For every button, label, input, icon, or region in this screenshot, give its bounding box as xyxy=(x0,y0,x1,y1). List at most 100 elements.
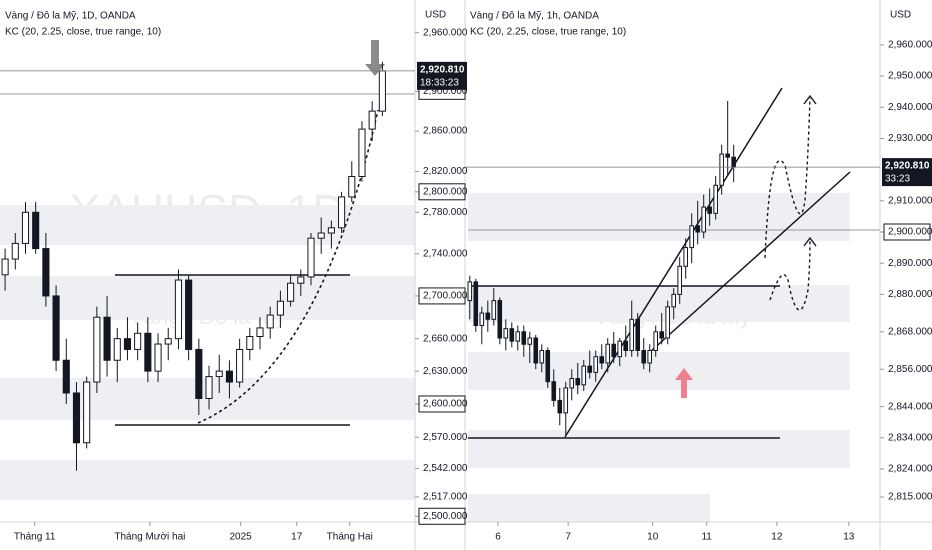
y-tick-label: 2,940.000 xyxy=(888,102,932,113)
candle-body xyxy=(719,153,724,186)
candle-body xyxy=(52,295,60,361)
candle-body xyxy=(266,314,274,329)
y-tick-label: 2,856.000 xyxy=(888,364,932,375)
candle-body xyxy=(701,206,706,233)
y-tick-label: 2,780.000 xyxy=(423,207,468,218)
tick-box xyxy=(418,287,466,305)
candle-body xyxy=(521,331,527,345)
candle-body xyxy=(611,343,617,358)
candle-body xyxy=(641,349,647,364)
candle-body xyxy=(113,338,121,361)
y-tick-label: 2,844.000 xyxy=(888,401,932,412)
y-tick-label: 2,820.000 xyxy=(423,166,468,177)
axis-layer: Vàng / Đô la Mỹ, 1D, OANDA KC (20, 2.25, … xyxy=(5,10,468,543)
price-label-box xyxy=(417,61,467,90)
price-label: 2,920.810 xyxy=(885,161,930,172)
candle-body xyxy=(707,206,712,214)
y-tick-label: 2,860.000 xyxy=(423,126,468,137)
candle-body xyxy=(378,70,386,112)
candle-body xyxy=(569,378,575,389)
candle-body xyxy=(551,381,557,401)
candle-body xyxy=(256,327,264,338)
candle-body xyxy=(185,279,193,350)
projection-head xyxy=(803,94,817,105)
candle-body xyxy=(307,237,315,278)
trend-line xyxy=(564,87,783,438)
currency: USD xyxy=(425,10,446,21)
candle-body xyxy=(368,110,376,130)
candle-body xyxy=(154,343,162,372)
candle-body xyxy=(134,332,142,350)
candle-body xyxy=(348,176,356,198)
curve xyxy=(197,109,379,424)
x-tick-label: 17 xyxy=(291,532,303,543)
y-tick-label: 2,880.000 xyxy=(888,289,932,300)
y-tick-label: 2,700.000 xyxy=(423,291,468,302)
candle-body xyxy=(195,348,203,399)
y-tick-label: 2,900.000 xyxy=(423,86,468,97)
plot-layer xyxy=(0,61,415,471)
candle-body xyxy=(205,376,213,399)
x-tick-label: 13 xyxy=(843,532,855,543)
countdown: 33:23 xyxy=(885,174,910,185)
x-tick-label: 7 xyxy=(565,532,571,543)
x-tick-label: 11 xyxy=(701,532,712,543)
candle-body xyxy=(276,300,284,316)
candle-body xyxy=(225,370,233,383)
candle-body xyxy=(545,349,551,383)
candle-body xyxy=(677,265,682,295)
zone xyxy=(0,276,415,320)
candle-body xyxy=(287,282,295,302)
up-arrow xyxy=(675,368,693,398)
candle-body xyxy=(509,328,515,342)
down-arrow xyxy=(365,40,385,76)
candle-body xyxy=(485,312,491,320)
candle-body xyxy=(647,349,653,364)
x-tick-label: 6 xyxy=(495,532,501,543)
candle-body xyxy=(11,242,19,260)
candle-body xyxy=(497,300,503,339)
candle-body xyxy=(215,370,223,378)
tick-box xyxy=(418,183,466,201)
indicator-label: KC (20, 2.25, close, true range, 10) xyxy=(5,27,161,38)
candle-body xyxy=(533,337,539,364)
x-tick-label: Tháng Hai xyxy=(327,532,373,543)
left-drawings xyxy=(0,40,415,500)
candle-body xyxy=(623,340,629,351)
price-label-box xyxy=(882,158,932,187)
plot-layer xyxy=(465,101,880,435)
candle-body xyxy=(123,338,132,350)
y-tick-label: 2,824.000 xyxy=(888,464,932,475)
candle-body xyxy=(557,399,563,414)
y-tick-label: 2,815.000 xyxy=(888,492,932,503)
candle-body xyxy=(653,331,659,351)
candle-body xyxy=(629,318,635,351)
candle-body xyxy=(539,349,545,364)
y-tick-label: 2,660.000 xyxy=(423,333,468,344)
candle-body xyxy=(491,300,497,320)
right-drawings xyxy=(468,87,880,522)
candle-body xyxy=(246,336,254,350)
candle-body xyxy=(21,211,30,244)
candle-body xyxy=(164,338,172,345)
candle-body xyxy=(297,276,305,284)
projection-head xyxy=(803,236,817,247)
candle-body xyxy=(503,328,509,339)
candle-body xyxy=(479,312,485,327)
y-tick-label: 2,500.000 xyxy=(423,511,468,522)
candle-body xyxy=(42,248,50,297)
trend-line xyxy=(649,171,851,353)
candle-body xyxy=(467,281,473,302)
zone xyxy=(468,285,850,322)
chart-title: Vàng / Đô la Mỹ, 1h, OANDA xyxy=(470,11,599,22)
tick-box xyxy=(883,223,931,241)
candle-body xyxy=(731,156,736,168)
candle-body xyxy=(338,196,346,229)
x-tick-label: Tháng 11 xyxy=(14,532,56,543)
candle-body xyxy=(317,232,325,239)
candle-body xyxy=(62,359,70,394)
y-tick-label: 2,600.000 xyxy=(423,399,468,410)
candle-body xyxy=(174,279,182,340)
candle-body xyxy=(527,337,533,345)
candle-body xyxy=(575,378,581,386)
